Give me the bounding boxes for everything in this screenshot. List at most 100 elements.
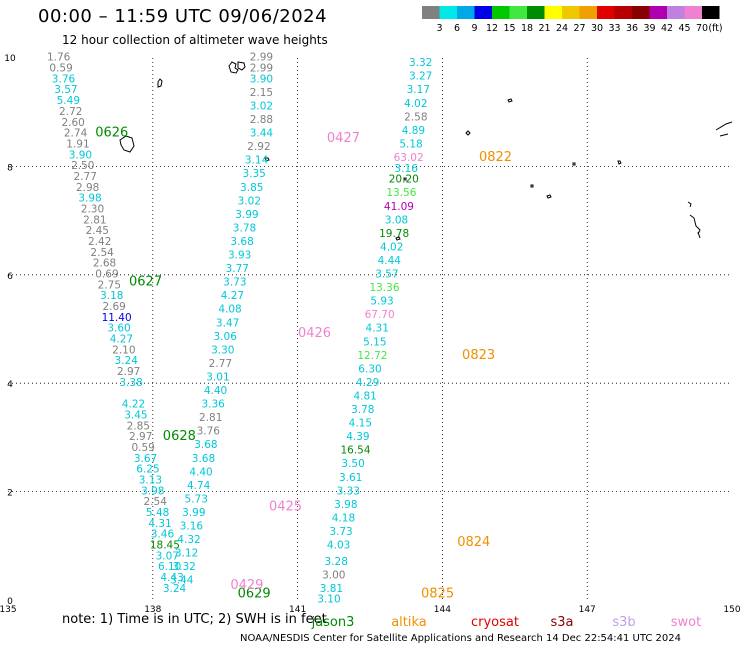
track-date-label: 0629	[238, 586, 271, 601]
wave-height-label: 5.93	[370, 296, 393, 308]
wave-height-label: 4.44	[378, 255, 402, 267]
grid-lines	[8, 58, 732, 600]
wave-height-label: 3.61	[339, 472, 362, 484]
latitude-tick-label: 10	[4, 54, 16, 64]
wave-height-label: 3.57	[375, 269, 398, 281]
wave-height-label: 18.45	[150, 540, 180, 552]
wave-height-label: 3.98	[78, 193, 101, 205]
wave-height-label: 12.72	[357, 350, 387, 362]
wave-height-label: 2.68	[93, 258, 116, 270]
island-outline	[119, 135, 135, 153]
wave-height-label: 2.75	[98, 279, 121, 291]
wave-height-label: 3.44	[250, 128, 274, 140]
wave-height-label: 3.98	[141, 485, 164, 497]
wave-height-label: 2.30	[81, 203, 104, 215]
wave-height-label: 4.81	[353, 390, 376, 402]
color-scale-label: 9	[471, 23, 477, 34]
track-date-label: 0626	[95, 126, 128, 141]
wave-height-label: 2.81	[199, 412, 222, 424]
wave-height-label: 2.50	[71, 160, 94, 172]
track-date-label: 0825	[421, 586, 454, 601]
color-swatch	[457, 6, 475, 19]
wave-height-label: 2.72	[59, 106, 82, 118]
island-outline	[715, 121, 733, 137]
wave-height-label: 19.78	[379, 228, 409, 240]
wave-height-label: 3.76	[52, 73, 76, 85]
wave-height-label: 3.18	[100, 290, 123, 302]
wave-height-label: 3.01	[206, 371, 229, 383]
wave-height-label: 4.02	[404, 98, 427, 110]
wave-height-label: 3.38	[119, 377, 142, 389]
color-swatch	[579, 6, 597, 19]
wave-height-label: 3.10	[317, 594, 340, 606]
satellite-legend: jason3 altika cryosat s3a s3b swot	[311, 615, 702, 630]
color-scale-label: 33	[608, 23, 620, 34]
color-swatch	[684, 6, 702, 19]
color-swatch	[422, 6, 440, 19]
wave-height-label: 3.00	[322, 569, 345, 581]
wave-height-label: 3.06	[214, 331, 238, 343]
wave-height-label: 3.68	[192, 453, 215, 465]
color-scale-label: 36	[626, 23, 638, 34]
island-outline	[687, 201, 701, 239]
wave-height-label: 3.13	[139, 474, 162, 486]
wave-height-label: 3.99	[182, 507, 205, 519]
credit-line: NOAA/NESDIS Center for Satellite Applica…	[240, 633, 682, 644]
color-swatch	[544, 6, 562, 19]
wave-height-label: 4.15	[349, 418, 372, 430]
latitude-tick-label: 0	[7, 597, 13, 607]
longitude-tick-label: 150	[723, 605, 740, 615]
wave-height-label: 3.76	[197, 426, 221, 438]
satellite-legend-item: swot	[671, 615, 701, 630]
island-outline	[546, 194, 552, 199]
wave-height-label: 3.28	[325, 556, 348, 568]
wave-height-label: 67.70	[365, 309, 395, 321]
track-date-label: 0824	[457, 535, 490, 550]
wave-height-label: 3.93	[228, 250, 251, 262]
wave-height-label: 2.69	[102, 301, 125, 313]
wave-height-label: 3.45	[124, 409, 147, 421]
axis-ticks: 135 138 141 144 147 150 0 2 4 6 8 10	[0, 54, 740, 615]
wave-height-label: 4.22	[122, 399, 145, 411]
satellite-legend-item: jason3	[311, 615, 355, 630]
wave-height-label: 2.97	[129, 431, 152, 443]
color-swatch	[439, 6, 457, 19]
wave-height-label: 4.32	[177, 534, 200, 546]
wave-height-label: 1.91	[66, 138, 89, 150]
wave-height-label: 3.73	[329, 526, 352, 538]
wave-height-label: 3.36	[201, 399, 225, 411]
latitude-tick-label: 8	[7, 163, 13, 173]
longitude-tick-label: 135	[0, 605, 17, 615]
color-scale-label: 27	[573, 23, 585, 34]
wave-height-label: 3.12	[175, 548, 198, 560]
wave-height-label: 0.59	[49, 63, 72, 75]
color-swatch	[702, 6, 720, 19]
wave-height-label: 2.54	[144, 496, 168, 508]
longitude-tick-label: 144	[434, 605, 451, 615]
color-scale-legend: 3 6 9 12 15 18 21 24 27 30 33 36 39 42 45 70 (ft)	[422, 6, 723, 34]
track-date-label: 0425	[269, 500, 302, 515]
track-date-label: 0628	[163, 429, 196, 444]
track-date-label: 0429	[230, 578, 263, 593]
wave-height-label: 4.18	[332, 512, 355, 524]
latitude-tick-label: 2	[7, 489, 13, 499]
wave-height-label: 2.15	[250, 87, 273, 99]
color-swatch	[509, 6, 527, 19]
wave-height-label: 3.27	[409, 71, 432, 83]
wave-height-label: 3.17	[407, 84, 430, 96]
satellite-legend-item: cryosat	[471, 615, 519, 630]
color-scale-label: 21	[538, 23, 550, 34]
wave-height-label: 4.40	[189, 466, 212, 478]
wave-height-label: 3.60	[107, 323, 130, 335]
wave-height-label: 3.46	[151, 529, 175, 541]
wave-height-label: 4.31	[366, 323, 389, 335]
wave-height-label: 3.16	[180, 521, 204, 533]
wave-height-label: 5.48	[146, 507, 169, 519]
wave-height-label: 3.73	[223, 277, 246, 289]
island-outline	[465, 130, 471, 136]
color-swatch	[597, 6, 615, 19]
wave-height-label: 2.77	[74, 171, 97, 183]
wave-height-label: 2.54	[90, 247, 114, 259]
wave-height-label: 5.73	[185, 493, 208, 505]
